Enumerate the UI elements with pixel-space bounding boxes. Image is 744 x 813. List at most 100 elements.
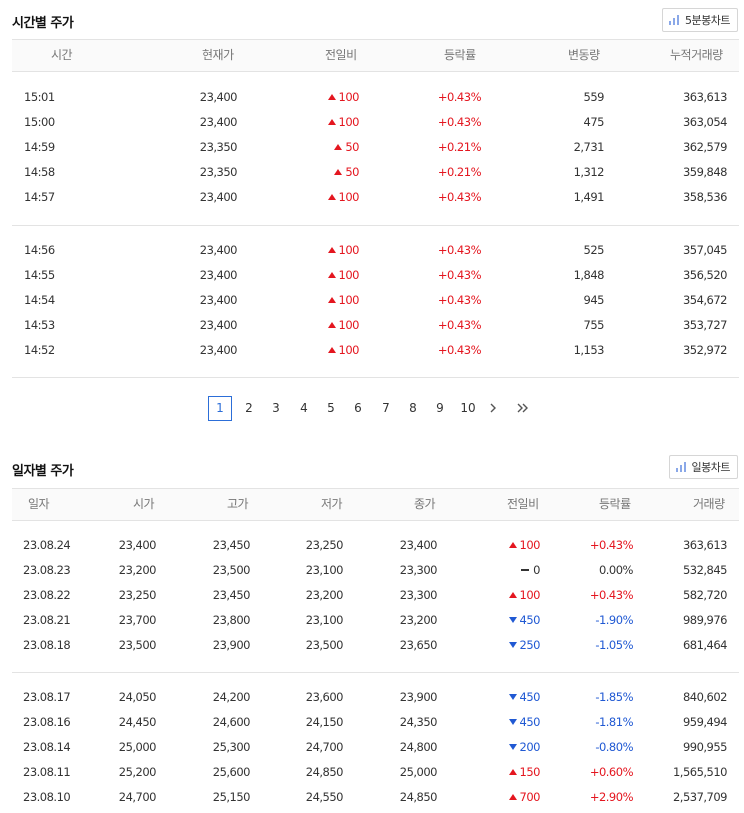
price-cell: 23,350: [199, 165, 238, 179]
table-row: 15:01 23,400 100 +0.43% 559 363,613: [12, 85, 739, 110]
open-cell: 25,200: [118, 765, 157, 779]
low-cell: 23,100: [305, 563, 344, 577]
change-cell: 450: [508, 685, 541, 710]
page-9-button[interactable]: 9: [436, 401, 444, 415]
five-minute-chart-button[interactable]: 5분봉차트: [662, 8, 738, 32]
change-cell: 100: [327, 110, 360, 135]
page-10-button[interactable]: 10: [460, 401, 476, 415]
volume-cell: 1,565,510: [672, 765, 728, 779]
header-price: 현재가: [202, 48, 234, 62]
time-cell: 14:52: [24, 343, 55, 357]
time-cell: 15:00: [24, 115, 55, 129]
price-cell: 23,400: [199, 243, 238, 257]
volume-cell: 1,153: [573, 343, 605, 357]
table-bottom-border: [12, 377, 739, 378]
close-cell: 24,800: [399, 740, 438, 754]
page-7-button[interactable]: 7: [382, 401, 390, 415]
page-1-button[interactable]: 1: [208, 396, 232, 421]
page-5-button[interactable]: 5: [327, 401, 335, 415]
page-8-button[interactable]: 8: [409, 401, 417, 415]
volume-cell: 1,491: [573, 190, 605, 204]
price-cell: 23,400: [199, 190, 238, 204]
up-triangle-icon: [327, 247, 336, 253]
table-row: 23.08.24 23,400 23,450 23,250 23,400 100 +0.43…: [12, 533, 739, 558]
down-triangle-icon: [508, 617, 517, 623]
table-divider: [12, 225, 739, 226]
open-cell: 23,200: [118, 563, 157, 577]
table-row: 23.08.18 23,500 23,900 23,500 23,650 250 -1.05…: [12, 633, 739, 658]
cum-volume-cell: 356,520: [682, 268, 728, 282]
close-cell: 23,400: [399, 538, 438, 552]
change-cell: 100: [508, 533, 541, 558]
five-minute-chart-label: 5분봉차트: [685, 14, 730, 27]
header-volume: 거래량: [693, 497, 725, 511]
volume-cell: 475: [583, 115, 605, 129]
volume-cell: 681,464: [682, 638, 728, 652]
change-cell: 0: [521, 558, 540, 583]
down-triangle-icon: [508, 744, 517, 750]
price-cell: 23,400: [199, 115, 238, 129]
table-row: 14:58 23,350 50 +0.21% 1,312 359,848: [12, 160, 739, 185]
bar-chart-icon: [669, 15, 680, 25]
change-cell: 450: [508, 608, 541, 633]
low-cell: 23,500: [305, 638, 344, 652]
up-triangle-icon: [508, 542, 517, 548]
table-row: 23.08.22 23,250 23,450 23,200 23,300 100 +0.43…: [12, 583, 739, 608]
change-cell: 100: [327, 238, 360, 263]
page-6-button[interactable]: 6: [354, 401, 362, 415]
change-value: 100: [338, 268, 360, 282]
daily-chart-button[interactable]: 일봉차트: [668, 455, 738, 479]
page-4-button[interactable]: 4: [300, 401, 308, 415]
up-triangle-icon: [327, 347, 336, 353]
change-cell: 100: [327, 263, 360, 288]
open-cell: 24,050: [118, 690, 157, 704]
table-row: 23.08.11 25,200 25,600 24,850 25,000 150 +0.60…: [12, 760, 739, 785]
change-value: 100: [519, 538, 541, 552]
change-cell: 100: [508, 583, 541, 608]
time-cell: 14:57: [24, 190, 55, 204]
cum-volume-cell: 352,972: [682, 343, 728, 357]
rate-cell: +0.43%: [437, 343, 482, 357]
change-value: 700: [519, 790, 541, 804]
page-2-button[interactable]: 2: [245, 401, 253, 415]
rate-cell: +0.60%: [589, 765, 634, 779]
rate-cell: +0.43%: [437, 190, 482, 204]
close-cell: 23,650: [399, 638, 438, 652]
rate-cell: -1.90%: [595, 613, 633, 627]
rate-cell: +0.21%: [437, 165, 482, 179]
up-triangle-icon: [508, 769, 517, 775]
change-cell: 450: [508, 710, 541, 735]
change-cell: 200: [508, 735, 541, 760]
cum-volume-cell: 354,672: [682, 293, 728, 307]
volume-cell: 559: [583, 90, 605, 104]
date-cell: 23.08.23: [23, 563, 71, 577]
open-cell: 25,000: [118, 740, 157, 754]
volume-cell: 363,613: [682, 538, 728, 552]
hourly-table-header: 시간 현재가 전일비 등락률 변동량 누적거래량: [12, 39, 739, 72]
change-value: 100: [338, 90, 360, 104]
header-diff: 전일비: [507, 497, 539, 511]
next-page-button[interactable]: [481, 396, 505, 420]
high-cell: 23,800: [212, 613, 251, 627]
price-cell: 23,400: [199, 90, 238, 104]
volume-cell: 755: [583, 318, 605, 332]
last-page-button[interactable]: [511, 396, 535, 420]
table-row: 14:54 23,400 100 +0.43% 945 354,672: [12, 288, 739, 313]
change-value: 450: [519, 715, 541, 729]
volume-cell: 840,602: [682, 690, 728, 704]
change-value: 450: [519, 613, 541, 627]
close-cell: 24,350: [399, 715, 438, 729]
close-cell: 24,850: [399, 790, 438, 804]
change-cell: 250: [508, 633, 541, 658]
change-value: 150: [519, 765, 541, 779]
close-cell: 23,300: [399, 563, 438, 577]
price-cell: 23,400: [199, 268, 238, 282]
cum-volume-cell: 359,848: [682, 165, 728, 179]
time-cell: 14:59: [24, 140, 55, 154]
volume-cell: 525: [583, 243, 605, 257]
high-cell: 25,300: [212, 740, 251, 754]
page-3-button[interactable]: 3: [272, 401, 280, 415]
change-cell: 100: [327, 288, 360, 313]
change-value: 100: [338, 318, 360, 332]
change-value: 0: [533, 563, 540, 577]
